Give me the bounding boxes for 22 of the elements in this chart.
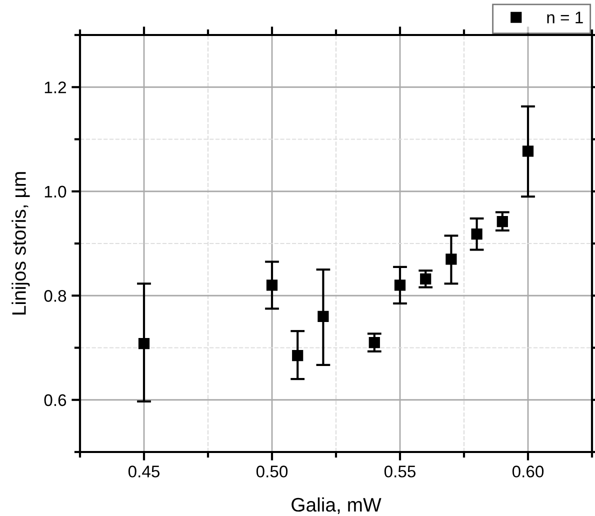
point (446, 254, 457, 265)
point (318, 310, 329, 322)
point (138, 338, 150, 350)
point (522, 146, 534, 157)
point (394, 280, 406, 291)
y-tick-label: 1.2 (44, 82, 66, 94)
point (496, 216, 508, 228)
x-tick-label: 0.60 (512, 466, 544, 478)
x-tick-label: 0.45 (128, 466, 160, 478)
y-tick-label: 0.8 (44, 290, 66, 302)
y-tick-label: 1.0 (44, 186, 66, 198)
y-axis-title: Linijos storis, µm (12, 172, 30, 314)
legend-label: n = 1 (547, 12, 583, 24)
x-tick-label: 0.50 (256, 466, 288, 478)
point (368, 336, 380, 348)
point (292, 350, 304, 362)
point (266, 280, 278, 291)
point (420, 273, 432, 284)
x-tick-label: 0.55 (384, 466, 416, 478)
x-axis-title: Galia, mW (292, 497, 382, 514)
y-tick-label: 0.6 (44, 394, 66, 406)
point (471, 228, 482, 240)
